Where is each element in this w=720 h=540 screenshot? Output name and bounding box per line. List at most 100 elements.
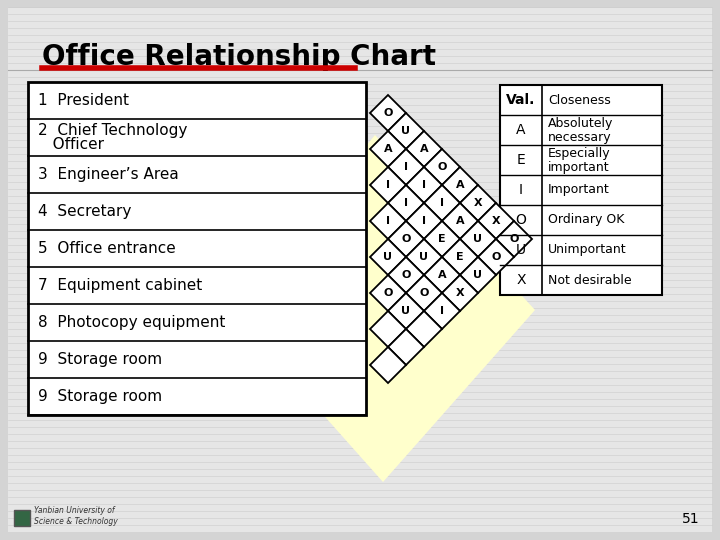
Text: Yanbian University of
Science & Technology: Yanbian University of Science & Technolo… (34, 507, 118, 526)
Text: 7  Equipment cabinet: 7 Equipment cabinet (38, 278, 202, 293)
Text: Val.: Val. (506, 93, 536, 107)
Text: I: I (386, 180, 390, 190)
Text: U: U (402, 126, 410, 136)
Text: 9  Storage room: 9 Storage room (38, 352, 162, 367)
Text: 1  President: 1 President (38, 93, 129, 108)
Text: O: O (509, 234, 518, 244)
Text: U: U (420, 252, 428, 262)
Polygon shape (460, 221, 496, 257)
Polygon shape (406, 131, 442, 167)
Text: 51: 51 (683, 512, 700, 526)
Text: I: I (440, 306, 444, 316)
Bar (14, 510, 30, 526)
Text: O: O (437, 162, 446, 172)
Text: O: O (401, 270, 410, 280)
Text: Important: Important (548, 184, 610, 197)
Text: Ordinary OK: Ordinary OK (548, 213, 624, 226)
Polygon shape (370, 311, 406, 347)
Text: I: I (422, 216, 426, 226)
Polygon shape (370, 347, 406, 383)
Text: O: O (491, 252, 500, 262)
Text: U: U (474, 234, 482, 244)
Polygon shape (406, 167, 442, 203)
Polygon shape (424, 257, 460, 293)
Polygon shape (388, 113, 424, 149)
Text: I: I (440, 198, 444, 208)
Polygon shape (388, 185, 424, 221)
Polygon shape (370, 95, 406, 131)
Polygon shape (388, 329, 424, 365)
Text: important: important (548, 160, 610, 173)
Polygon shape (370, 131, 406, 167)
Text: Officer: Officer (38, 137, 104, 152)
Text: O: O (419, 288, 428, 298)
Polygon shape (370, 203, 406, 239)
Text: A: A (420, 144, 428, 154)
Polygon shape (442, 275, 478, 311)
Text: A: A (456, 216, 464, 226)
Polygon shape (406, 311, 442, 347)
Text: E: E (517, 153, 526, 167)
Polygon shape (370, 239, 406, 275)
Text: E: E (438, 234, 446, 244)
Text: 9  Storage room: 9 Storage room (38, 389, 162, 404)
Text: 8  Photocopy equipment: 8 Photocopy equipment (38, 315, 225, 330)
Polygon shape (424, 185, 460, 221)
Text: I: I (519, 183, 523, 197)
Polygon shape (424, 221, 460, 257)
Text: Unimportant: Unimportant (548, 244, 626, 256)
Text: X: X (516, 273, 526, 287)
Text: X: X (492, 216, 500, 226)
Polygon shape (442, 203, 478, 239)
Text: Especially: Especially (548, 146, 611, 159)
Text: A: A (438, 270, 446, 280)
Polygon shape (460, 257, 496, 293)
Polygon shape (388, 149, 424, 185)
Polygon shape (230, 135, 535, 482)
Text: 5  Office entrance: 5 Office entrance (38, 241, 176, 256)
Text: E: E (456, 252, 464, 262)
Text: O: O (401, 234, 410, 244)
Polygon shape (388, 293, 424, 329)
Polygon shape (478, 239, 514, 275)
Text: U: U (384, 252, 392, 262)
Bar (28, 82, 366, 415)
Polygon shape (424, 293, 460, 329)
Polygon shape (406, 239, 442, 275)
Polygon shape (406, 203, 442, 239)
Polygon shape (406, 275, 442, 311)
Text: U: U (516, 243, 526, 257)
Bar (500, 85, 662, 295)
Text: Absolutely: Absolutely (548, 117, 613, 130)
Text: X: X (474, 198, 482, 208)
Text: I: I (404, 198, 408, 208)
Text: I: I (404, 162, 408, 172)
Polygon shape (388, 221, 424, 257)
Text: I: I (422, 180, 426, 190)
Text: 4  Secretary: 4 Secretary (38, 204, 131, 219)
Text: U: U (402, 306, 410, 316)
Polygon shape (460, 185, 496, 221)
Text: O: O (383, 108, 392, 118)
Text: 2  Chief Technology: 2 Chief Technology (38, 123, 187, 138)
Text: I: I (386, 216, 390, 226)
Text: A: A (516, 123, 526, 137)
Text: O: O (383, 288, 392, 298)
Text: Office Relationship Chart: Office Relationship Chart (42, 43, 436, 71)
Polygon shape (370, 275, 406, 311)
Polygon shape (442, 239, 478, 275)
Polygon shape (370, 167, 406, 203)
Polygon shape (388, 257, 424, 293)
Text: O: O (516, 213, 526, 227)
Text: Closeness: Closeness (548, 93, 611, 106)
Text: 3  Engineer’s Area: 3 Engineer’s Area (38, 167, 179, 182)
Polygon shape (442, 167, 478, 203)
Text: Not desirable: Not desirable (548, 273, 631, 287)
Polygon shape (478, 203, 514, 239)
Polygon shape (424, 149, 460, 185)
Polygon shape (496, 221, 532, 257)
Text: A: A (384, 144, 392, 154)
Text: U: U (474, 270, 482, 280)
Text: X: X (456, 288, 464, 298)
Text: A: A (456, 180, 464, 190)
